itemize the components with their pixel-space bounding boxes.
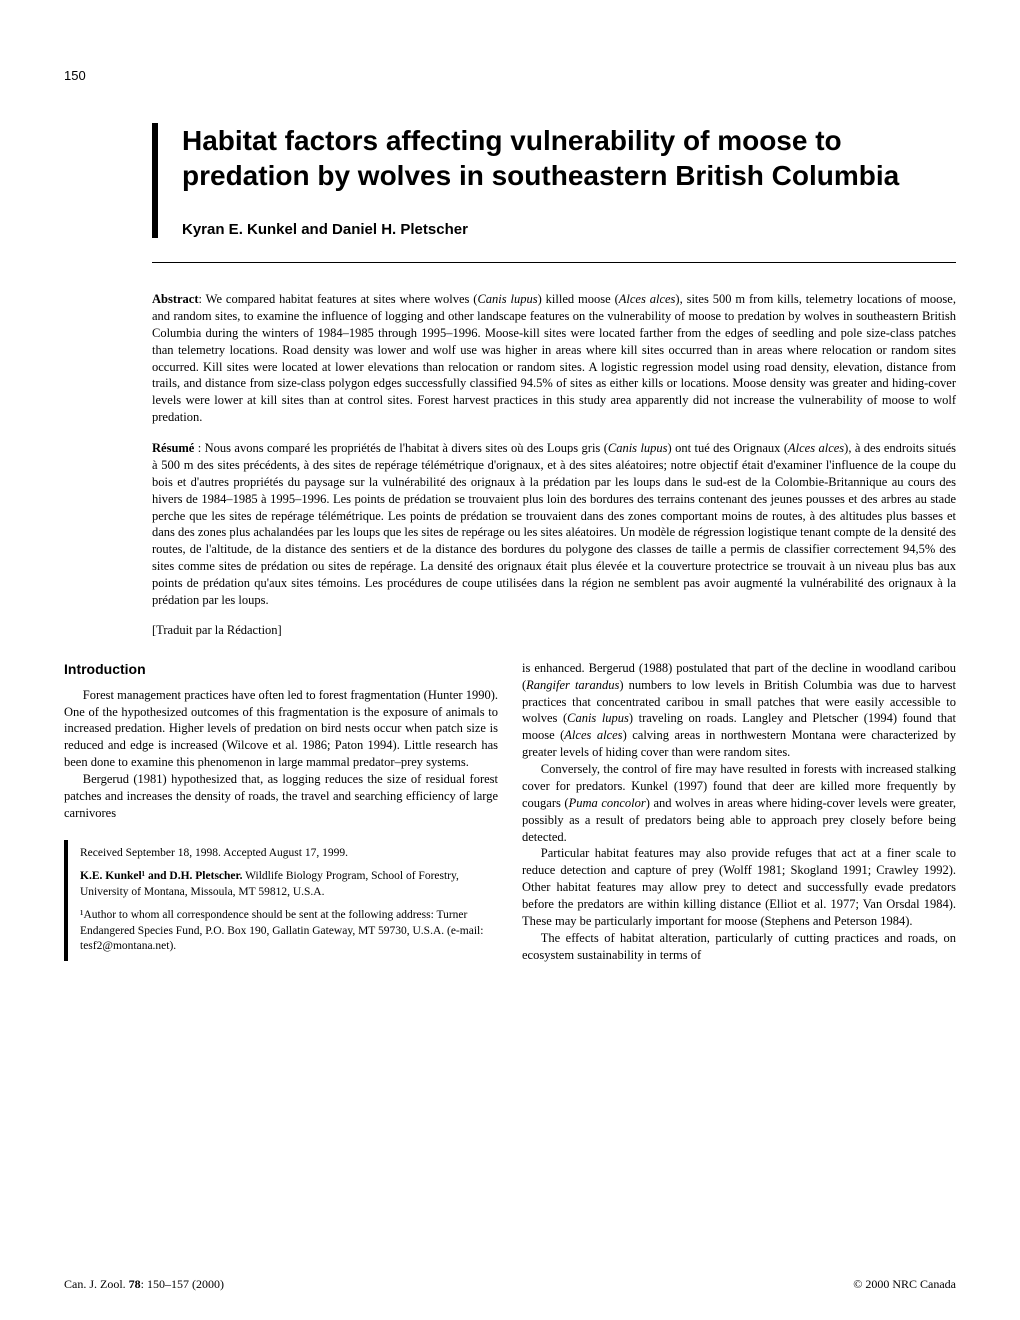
species-alces-alces-fr: Alces alces [788,441,844,455]
resume-text-pre: : Nous avons comparé les propriétés de l… [194,441,608,455]
abstract-english: Abstract: We compared habitat features a… [152,291,956,426]
resume-label: Résumé [152,441,194,455]
author-names-bold: K.E. Kunkel¹ and D.H. Pletscher. [80,870,242,882]
authors: Kyran E. Kunkel and Daniel H. Pletscher [182,221,956,238]
introduction-heading: Introduction [64,660,498,679]
species-rangifer: Rangifer tarandus [526,678,619,692]
column-left: Introduction Forest management practices… [64,660,498,964]
title-block: Habitat factors affecting vulnerability … [152,123,956,238]
footer-citation: Can. J. Zool. 78: 150–157 (2000) [64,1277,224,1292]
footer-volume: 78 [129,1277,141,1291]
author-affiliation: K.E. Kunkel¹ and D.H. Pletscher. Wildlif… [80,869,498,900]
species-puma: Puma concolor [569,796,646,810]
abstract-label: Abstract [152,292,199,306]
article-title: Habitat factors affecting vulnerability … [182,123,956,193]
footer-copyright: © 2000 NRC Canada [853,1277,956,1292]
species-alces-2: Alces alces [564,728,622,742]
col2-p2: Conversely, the control of fire may have… [522,761,956,845]
body-columns: Introduction Forest management practices… [64,660,956,964]
received-date: Received September 18, 1998. Accepted Au… [80,846,498,862]
footer-journal: Can. J. Zool. [64,1277,129,1291]
intro-p2: Bergerud (1981) hypothesized that, as lo… [64,771,498,822]
author-info-box: Received September 18, 1998. Accepted Au… [64,840,498,961]
page-footer: Can. J. Zool. 78: 150–157 (2000) © 2000 … [64,1277,956,1292]
species-alces-alces: Alces alces [619,292,676,306]
title-rule [152,262,956,263]
col2-p3: Particular habitat features may also pro… [522,845,956,929]
abstract-french: Résumé : Nous avons comparé les propriét… [152,440,956,609]
abstract-text-1: ) killed moose ( [538,292,619,306]
resume-text-2: ), à des endroits situés à 500 m des sit… [152,441,956,607]
translated-note: [Traduit par la Rédaction] [152,623,956,638]
species-canis-lupus-fr: Canis lupus [608,441,668,455]
footer-pages: : 150–157 (2000) [141,1277,224,1291]
page-number: 150 [64,68,956,83]
species-canis-lupus: Canis lupus [477,292,537,306]
abstract-text-2: ), sites 500 m from kills, telemetry loc… [152,292,956,424]
intro-p1: Forest management practices have often l… [64,687,498,771]
col2-p1: is enhanced. Bergerud (1988) postulated … [522,660,956,761]
species-canis-lupus-2: Canis lupus [567,711,629,725]
column-right: is enhanced. Bergerud (1988) postulated … [522,660,956,964]
corresponding-author: ¹Author to whom all correspondence shoul… [80,908,498,955]
col2-p4: The effects of habitat alteration, parti… [522,930,956,964]
resume-text-1: ) ont tué des Orignaux ( [668,441,788,455]
abstract-text-pre: : We compared habitat features at sites … [199,292,478,306]
